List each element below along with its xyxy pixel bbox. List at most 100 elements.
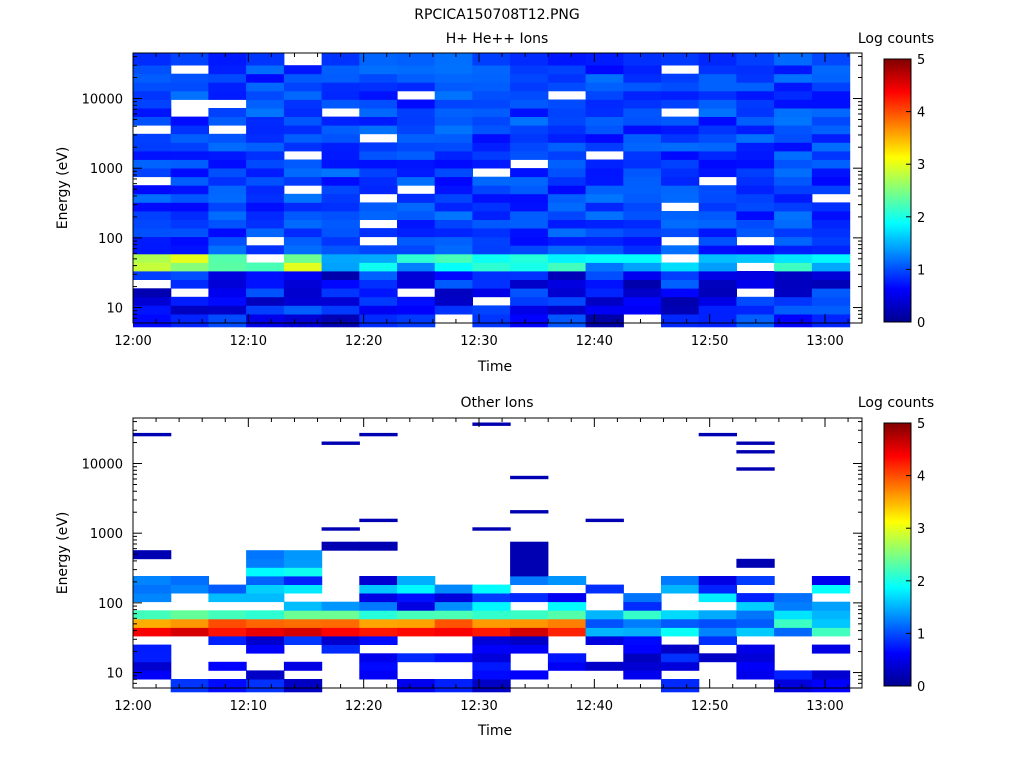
- heatmap-cell: [510, 541, 549, 551]
- heatmap-cell: [811, 271, 851, 280]
- heatmap-cell: [661, 211, 700, 220]
- heatmap-cell: [321, 133, 360, 143]
- heatmap-cell: [510, 610, 549, 620]
- heatmap-cell: [170, 236, 209, 246]
- heatmap-cell: [774, 125, 813, 135]
- x-tick-label: 12:00: [114, 334, 151, 349]
- y-tick-label: 10: [106, 302, 123, 317]
- heatmap-cell: [736, 228, 775, 238]
- heatmap-cell: [434, 271, 473, 280]
- heatmap-cell: [397, 253, 436, 263]
- heatmap-cell: [397, 202, 436, 212]
- heatmap-cell: [510, 150, 549, 160]
- heatmap-cell: [472, 584, 511, 594]
- heatmap-cell: [811, 279, 851, 289]
- heatmap-cell: [208, 211, 247, 220]
- heatmap-cell: [321, 52, 360, 66]
- heatmap-cell: [698, 185, 737, 195]
- heatmap-cell: [246, 593, 285, 603]
- heatmap-cell: [359, 584, 398, 594]
- heatmap-cell: [623, 159, 662, 169]
- heatmap-cell: [510, 618, 549, 628]
- heatmap-cell: [283, 82, 323, 92]
- heatmap-cell: [397, 584, 436, 594]
- heatmap-cell: [774, 262, 813, 272]
- heatmap-cell: [208, 219, 247, 229]
- heatmap-cell: [133, 236, 172, 246]
- heatmap-cell: [170, 125, 209, 135]
- heatmap-cell: [811, 150, 851, 160]
- heatmap-cell: [774, 52, 813, 66]
- heatmap-cell: [736, 627, 775, 637]
- heatmap-cell: [208, 228, 247, 238]
- heatmap-cell: [359, 253, 398, 263]
- heatmap-cell: [283, 627, 323, 637]
- heatmap-cell: [774, 601, 813, 611]
- heatmap-cell: [472, 305, 511, 315]
- heatmap-cell: [321, 142, 360, 152]
- colorbar-gradient: [883, 422, 912, 687]
- heatmap-cell: [510, 593, 549, 603]
- heatmap-cell: [510, 211, 549, 220]
- heatmap-cell: [170, 168, 209, 178]
- heatmap-cell: [623, 653, 662, 663]
- colorbar-gradient: [883, 58, 912, 323]
- heatmap-cell: [133, 550, 172, 560]
- heatmap-cell: [547, 219, 587, 229]
- heatmap-cell: [472, 527, 511, 531]
- heatmap-cell: [698, 73, 737, 83]
- heatmap-cell: [698, 142, 737, 152]
- heatmap-cell: [774, 593, 813, 603]
- x-tick-label: 12:40: [576, 334, 613, 349]
- heatmap-cell: [736, 271, 775, 280]
- heatmap-cell: [283, 618, 323, 628]
- heatmap-cell: [321, 168, 360, 178]
- heatmap-cell: [472, 185, 511, 195]
- heatmap-cell: [246, 142, 285, 152]
- heatmap-cell: [283, 314, 323, 328]
- heatmap-cell: [736, 185, 775, 195]
- heatmap-cell: [359, 271, 398, 280]
- heatmap-cell: [133, 262, 172, 272]
- heatmap-cell: [397, 82, 436, 92]
- heatmap-cell: [283, 176, 323, 186]
- heatmap-cell: [283, 202, 323, 212]
- heatmap-cell: [736, 441, 775, 445]
- heatmap-cell: [585, 90, 624, 100]
- heatmap-cell: [397, 168, 436, 178]
- heatmap-cell: [133, 610, 172, 620]
- heatmap-cell: [246, 618, 285, 628]
- heatmap-cell: [811, 305, 851, 315]
- heatmap-cell: [510, 236, 549, 246]
- heatmap-cell: [321, 193, 360, 203]
- heatmap-cell: [321, 159, 360, 169]
- colorbar-tick-label: 4: [917, 106, 925, 121]
- heatmap-cell: [510, 90, 549, 100]
- heatmap-cell: [547, 142, 587, 152]
- heatmap-cell: [811, 211, 851, 220]
- heatmap-cell: [283, 636, 323, 645]
- heatmap-cell: [774, 82, 813, 92]
- heatmap-cell: [698, 133, 737, 143]
- heatmap-cell: [321, 271, 360, 280]
- heatmap-cell: [698, 159, 737, 169]
- heatmap-cell: [283, 610, 323, 620]
- heatmap-cell: [510, 125, 549, 135]
- heatmap-cell: [208, 193, 247, 203]
- heatmap-cell: [434, 73, 473, 83]
- heatmap-cell: [133, 653, 172, 663]
- heatmap-cell: [623, 73, 662, 83]
- heatmap-cell: [208, 236, 247, 246]
- heatmap-cell: [661, 185, 700, 195]
- heatmap-cell: [246, 550, 285, 560]
- heatmap-cell: [698, 288, 737, 298]
- heatmap-cell: [661, 133, 700, 143]
- heatmap-cell: [774, 219, 813, 229]
- heatmap-cell: [472, 142, 511, 152]
- heatmap-cell: [736, 116, 775, 126]
- x-tick-label: 13:00: [806, 334, 843, 349]
- heatmap-cell: [397, 99, 436, 109]
- heatmap-cell: [698, 150, 737, 160]
- heatmap-cell: [623, 601, 662, 611]
